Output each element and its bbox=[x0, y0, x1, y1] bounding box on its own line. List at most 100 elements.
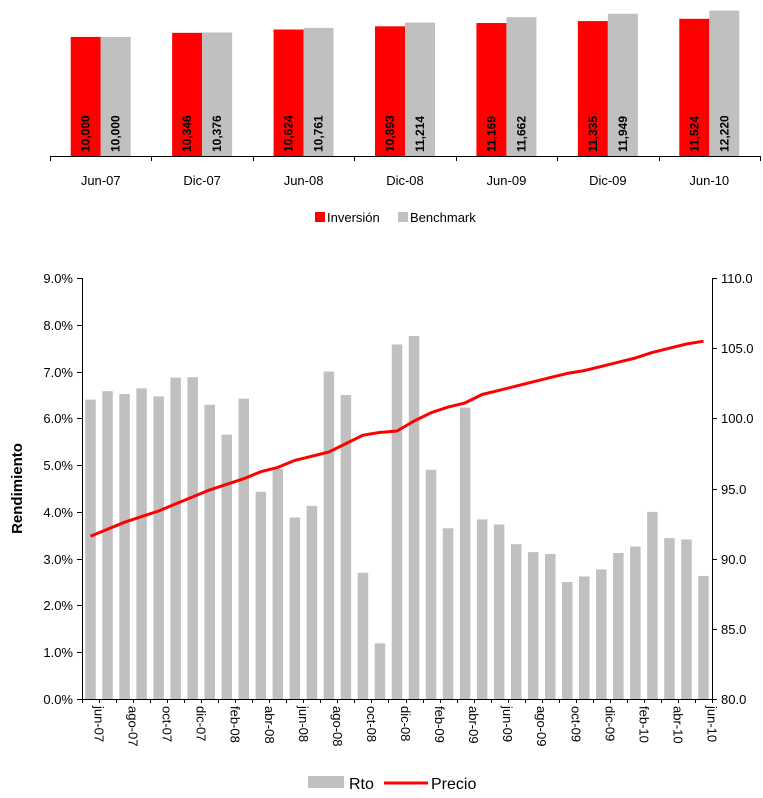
x-tick-label: oct-07 bbox=[160, 706, 175, 742]
bar-rto bbox=[221, 434, 232, 699]
bar-rto bbox=[681, 539, 692, 699]
bar-data-label: 10,376 bbox=[210, 115, 224, 152]
legend-label-rto: Rto bbox=[349, 776, 374, 793]
x-tick-label: dic-08 bbox=[398, 706, 413, 741]
bar-rto bbox=[527, 552, 539, 699]
bar-rto bbox=[102, 391, 113, 699]
bar-rto bbox=[238, 398, 250, 699]
bar-rto bbox=[306, 505, 318, 699]
left-y-tick-label: 3.0% bbox=[43, 552, 73, 567]
left-y-tick-label: 7.0% bbox=[43, 365, 73, 380]
x-tick-label: Jun-08 bbox=[284, 173, 324, 188]
bar-rto bbox=[170, 377, 181, 699]
right-y-tick-label: 90.0 bbox=[721, 552, 746, 567]
bar-rto bbox=[187, 377, 198, 699]
bar-data-label: 11,214 bbox=[413, 116, 427, 152]
legend-swatch-inversion bbox=[315, 212, 325, 222]
bar-inversion bbox=[476, 23, 507, 156]
x-tick-label: jun-09 bbox=[500, 705, 515, 742]
x-tick-label: Dic-09 bbox=[589, 173, 627, 188]
bar-data-label: 10,346 bbox=[180, 115, 194, 152]
bar-rto bbox=[136, 388, 147, 699]
bar-rto bbox=[391, 344, 403, 699]
bar-rto bbox=[425, 469, 437, 699]
bar-data-label: 12,220 bbox=[717, 115, 731, 152]
bar-rto bbox=[408, 336, 420, 699]
x-tick-label: feb-09 bbox=[432, 706, 447, 743]
left-y-tick-label: 2.0% bbox=[43, 598, 73, 613]
x-tick-label: dic-09 bbox=[602, 706, 617, 741]
bar-inversion bbox=[273, 29, 304, 156]
bar-inversion bbox=[172, 32, 203, 157]
bar-inversion bbox=[375, 26, 405, 157]
right-y-tick-label: 95.0 bbox=[721, 482, 746, 497]
x-tick-label: feb-10 bbox=[636, 706, 651, 743]
left-y-tick-label: 9.0% bbox=[43, 271, 73, 286]
bar-rto bbox=[374, 643, 386, 699]
bar-rto bbox=[119, 394, 130, 699]
x-tick-label: Dic-08 bbox=[386, 173, 424, 188]
bar-data-label: 11,335 bbox=[586, 116, 600, 152]
left-y-tick-label: 8.0% bbox=[43, 318, 73, 333]
legend-label-precio: Precio bbox=[431, 776, 476, 793]
bar-rto bbox=[476, 519, 488, 699]
bar-rto bbox=[647, 511, 658, 699]
x-tick-label: Jun-10 bbox=[689, 173, 729, 188]
legend-swatch-rto bbox=[308, 776, 344, 788]
x-tick-label: ago-09 bbox=[534, 706, 549, 746]
left-y-tick-label: 0.0% bbox=[43, 692, 73, 707]
bar-rto bbox=[459, 407, 471, 699]
left-y-tick-label: 5.0% bbox=[43, 458, 73, 473]
x-tick-label: jun-07 bbox=[92, 705, 107, 742]
bar-data-label: 10,000 bbox=[79, 115, 93, 152]
right-y-tick-label: 100.0 bbox=[721, 411, 754, 426]
bar-benchmark bbox=[100, 36, 131, 157]
bar-rto bbox=[493, 524, 505, 699]
investment-vs-benchmark-chart: 10,000 10,000 Jun-07 10,346 10,376 Dic-07 10,6… bbox=[50, 10, 761, 225]
bar-rto bbox=[579, 576, 590, 699]
x-tick-label: abr-10 bbox=[670, 706, 685, 744]
bar-benchmark bbox=[607, 13, 638, 156]
bar-data-label: 10,000 bbox=[109, 115, 123, 152]
bar-rto bbox=[340, 394, 352, 699]
bar-benchmark bbox=[405, 22, 435, 156]
bar-rto bbox=[630, 546, 641, 699]
x-tick-label: ago-08 bbox=[330, 706, 345, 746]
left-y-axis-title: Rendimiento bbox=[9, 443, 26, 534]
bar-benchmark bbox=[709, 10, 740, 157]
right-y-tick-label: 80.0 bbox=[721, 692, 746, 707]
bar-rto bbox=[255, 491, 267, 699]
right-y-tick-label: 110.0 bbox=[721, 271, 753, 286]
bar-data-label: 11,662 bbox=[514, 116, 528, 152]
legend-label-benchmark: Benchmark bbox=[410, 210, 476, 225]
left-y-tick-label: 1.0% bbox=[43, 645, 73, 660]
x-tick-label: Dic-07 bbox=[183, 173, 221, 188]
x-tick-label: feb-08 bbox=[228, 706, 243, 743]
line-precio bbox=[89, 339, 704, 538]
bar-inversion bbox=[70, 36, 101, 157]
x-tick-label: ago-07 bbox=[126, 706, 141, 746]
legend-label-inversion: Inversión bbox=[327, 210, 380, 225]
x-tick-label: dic-07 bbox=[194, 706, 209, 741]
legend-swatch-benchmark bbox=[398, 212, 408, 222]
bar-rto bbox=[596, 569, 607, 699]
x-tick-label: abr-09 bbox=[466, 706, 481, 744]
bar-rto bbox=[153, 396, 164, 699]
x-tick-label: abr-08 bbox=[262, 706, 277, 744]
bar-benchmark bbox=[202, 32, 233, 156]
bar-rto bbox=[357, 572, 369, 699]
left-y-tick-label: 6.0% bbox=[43, 411, 73, 426]
x-tick-label: Jun-07 bbox=[81, 173, 121, 188]
bar-rto bbox=[272, 468, 284, 699]
bar-rto bbox=[510, 544, 522, 699]
bar-data-label: 10,624 bbox=[282, 115, 296, 152]
bar-data-label: 11,169 bbox=[484, 116, 498, 152]
bar-rto bbox=[544, 553, 556, 699]
bar-rto bbox=[85, 399, 96, 699]
bar-rto bbox=[698, 575, 709, 699]
right-y-tick-label: 105.0 bbox=[721, 341, 754, 356]
x-tick-label: oct-08 bbox=[364, 706, 379, 742]
bar-rto bbox=[323, 371, 335, 699]
bar-rto bbox=[442, 528, 454, 699]
left-y-tick-label: 4.0% bbox=[43, 505, 73, 520]
